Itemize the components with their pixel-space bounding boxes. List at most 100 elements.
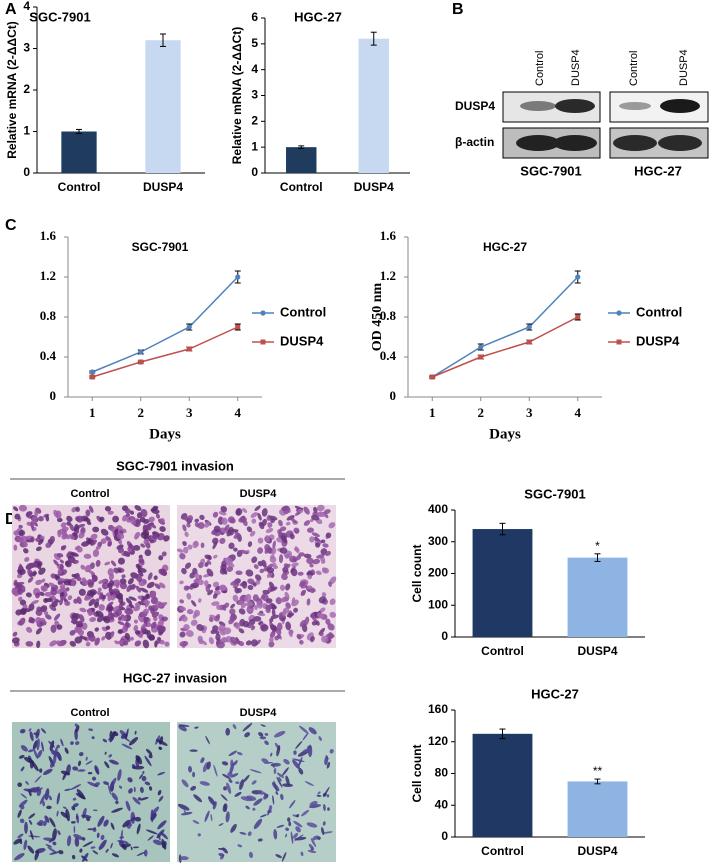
bar <box>358 38 389 173</box>
cell <box>309 536 315 543</box>
cell <box>23 548 29 554</box>
cell <box>64 788 71 791</box>
cell <box>18 799 28 808</box>
cell <box>147 835 154 841</box>
y-tick-label: 0.4 <box>40 348 57 363</box>
cell <box>299 725 309 734</box>
cell <box>256 601 263 609</box>
cell <box>161 838 167 850</box>
condition-label: Control <box>70 707 109 719</box>
cell <box>316 554 325 559</box>
cell <box>99 516 105 522</box>
cell <box>152 533 158 540</box>
cell <box>144 755 152 767</box>
significance: ** <box>593 764 603 778</box>
cell <box>230 823 237 833</box>
cell <box>24 821 28 834</box>
marker <box>235 324 241 330</box>
cell <box>317 511 323 517</box>
cell <box>222 803 228 813</box>
cell <box>27 749 34 753</box>
cell <box>88 505 94 513</box>
cell <box>290 831 294 844</box>
cell <box>259 736 267 740</box>
cell <box>254 604 258 611</box>
cell <box>49 604 57 612</box>
cell <box>110 842 113 849</box>
cell <box>189 572 196 579</box>
cell <box>285 583 291 591</box>
cell <box>143 538 150 545</box>
cell <box>321 539 326 544</box>
marker <box>186 346 192 352</box>
cell <box>196 624 204 631</box>
cell <box>264 733 269 736</box>
cell <box>134 630 141 635</box>
cell <box>134 531 140 540</box>
cell <box>111 807 123 813</box>
cell <box>315 542 321 548</box>
cell <box>245 601 253 607</box>
cell <box>262 589 270 595</box>
cell <box>200 757 205 764</box>
cell <box>235 570 243 576</box>
condition-label: Control <box>70 488 109 500</box>
cell <box>287 817 291 822</box>
cell <box>306 557 314 565</box>
cell <box>107 594 112 602</box>
cell <box>20 793 28 799</box>
cell <box>18 530 26 537</box>
cell <box>13 506 19 512</box>
cell <box>276 634 282 639</box>
cell <box>211 601 220 606</box>
band-label: β-actin <box>455 135 494 149</box>
cell-line-label: SGC-7901 <box>520 163 581 178</box>
cell <box>104 751 107 755</box>
cell <box>115 609 122 617</box>
y-tick-label: 0 <box>441 829 448 843</box>
cell <box>74 545 81 551</box>
y-axis-label: OD 450 nm <box>370 282 385 351</box>
cell <box>321 827 325 836</box>
legend-marker <box>260 339 266 345</box>
band <box>516 135 560 151</box>
cell <box>35 617 42 624</box>
cell <box>114 528 119 536</box>
cell <box>25 780 29 785</box>
cell <box>147 572 153 581</box>
cell <box>219 584 227 591</box>
cell <box>107 541 112 547</box>
x-tick-label: DUSP4 <box>577 644 617 658</box>
cell <box>302 732 309 741</box>
cell <box>321 635 329 643</box>
cell <box>237 844 243 848</box>
cell <box>329 611 337 618</box>
marker <box>526 324 532 330</box>
cell <box>310 636 315 643</box>
cell <box>242 620 250 628</box>
cell <box>32 740 38 750</box>
cell <box>95 559 101 567</box>
cell <box>115 800 119 805</box>
cell <box>312 835 319 841</box>
cell <box>58 849 64 855</box>
cell <box>220 636 228 644</box>
cell <box>25 592 32 598</box>
cell <box>291 599 299 607</box>
cell <box>67 595 73 601</box>
cell <box>35 609 43 616</box>
cell <box>92 526 100 533</box>
cell <box>283 505 290 515</box>
cell <box>222 627 232 635</box>
cell <box>212 581 220 588</box>
cell <box>319 607 326 613</box>
cell <box>146 630 152 639</box>
cell <box>322 831 333 834</box>
y-tick-label: 200 <box>428 566 448 580</box>
cell <box>79 635 88 641</box>
x-tick-label: 2 <box>478 405 485 420</box>
cell <box>213 554 218 559</box>
legend-label: DUSP4 <box>280 333 324 348</box>
cell <box>148 516 155 523</box>
cell <box>252 807 256 811</box>
